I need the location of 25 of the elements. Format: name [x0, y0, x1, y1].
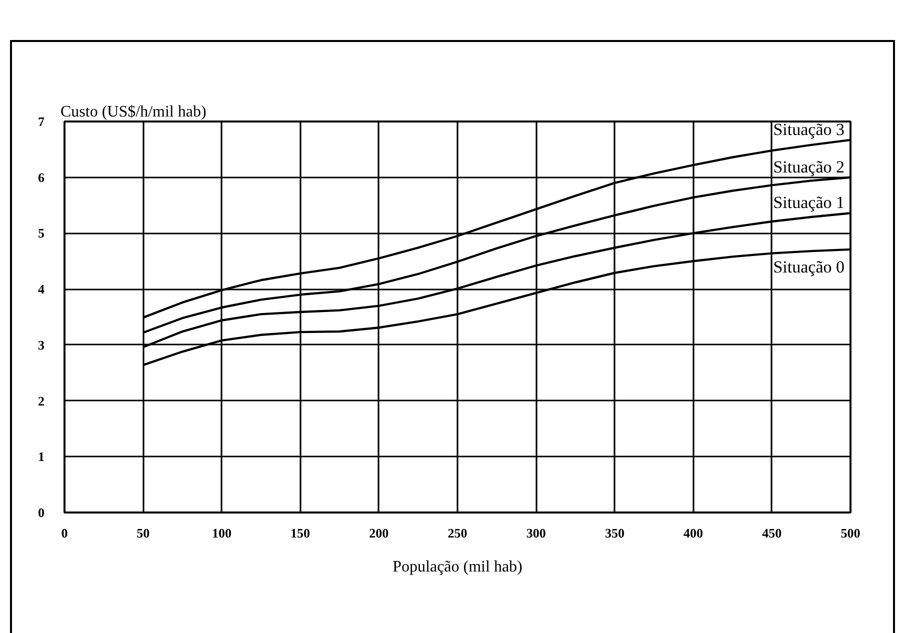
- x-axis-title: População (mil hab): [392, 558, 522, 576]
- x-tick-label: 400: [684, 526, 704, 540]
- y-tick-label: 0: [38, 505, 44, 520]
- y-tick-label: 2: [38, 393, 44, 408]
- y-tick-label: 5: [38, 226, 45, 241]
- x-tick-label: 250: [448, 526, 468, 540]
- x-tick-label: 350: [604, 526, 624, 540]
- x-tick-label: 450: [762, 526, 782, 540]
- y-tick-label: 7: [38, 114, 45, 129]
- series-label: Situação 2: [773, 157, 845, 176]
- x-tick-label: 0: [61, 526, 68, 540]
- y-tick-label: 1: [38, 449, 44, 464]
- series-label: Situação 1: [773, 193, 845, 212]
- y-tick-label: 4: [38, 282, 45, 297]
- x-tick-label: 50: [136, 526, 150, 540]
- x-tick-label: 500: [840, 526, 860, 540]
- series-label: Situação 0: [773, 257, 845, 276]
- series-label: Situação 3: [773, 120, 845, 139]
- x-tick-label: 200: [369, 526, 389, 540]
- y-tick-label: 6: [38, 170, 45, 185]
- y-tick-label: 3: [38, 337, 45, 352]
- x-tick-label: 100: [212, 526, 232, 540]
- x-tick-label: 300: [526, 526, 546, 540]
- x-tick-label: 150: [290, 526, 310, 540]
- y-axis-title: Custo (US$/h/mil hab): [60, 104, 206, 120]
